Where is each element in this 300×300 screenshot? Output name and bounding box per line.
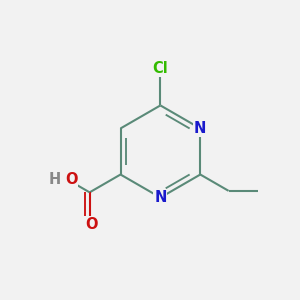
Text: O: O [85, 217, 98, 232]
Text: H: H [49, 172, 61, 187]
Text: N: N [154, 190, 167, 205]
Text: N: N [194, 121, 206, 136]
Text: Cl: Cl [152, 61, 168, 76]
Text: O: O [66, 172, 78, 187]
